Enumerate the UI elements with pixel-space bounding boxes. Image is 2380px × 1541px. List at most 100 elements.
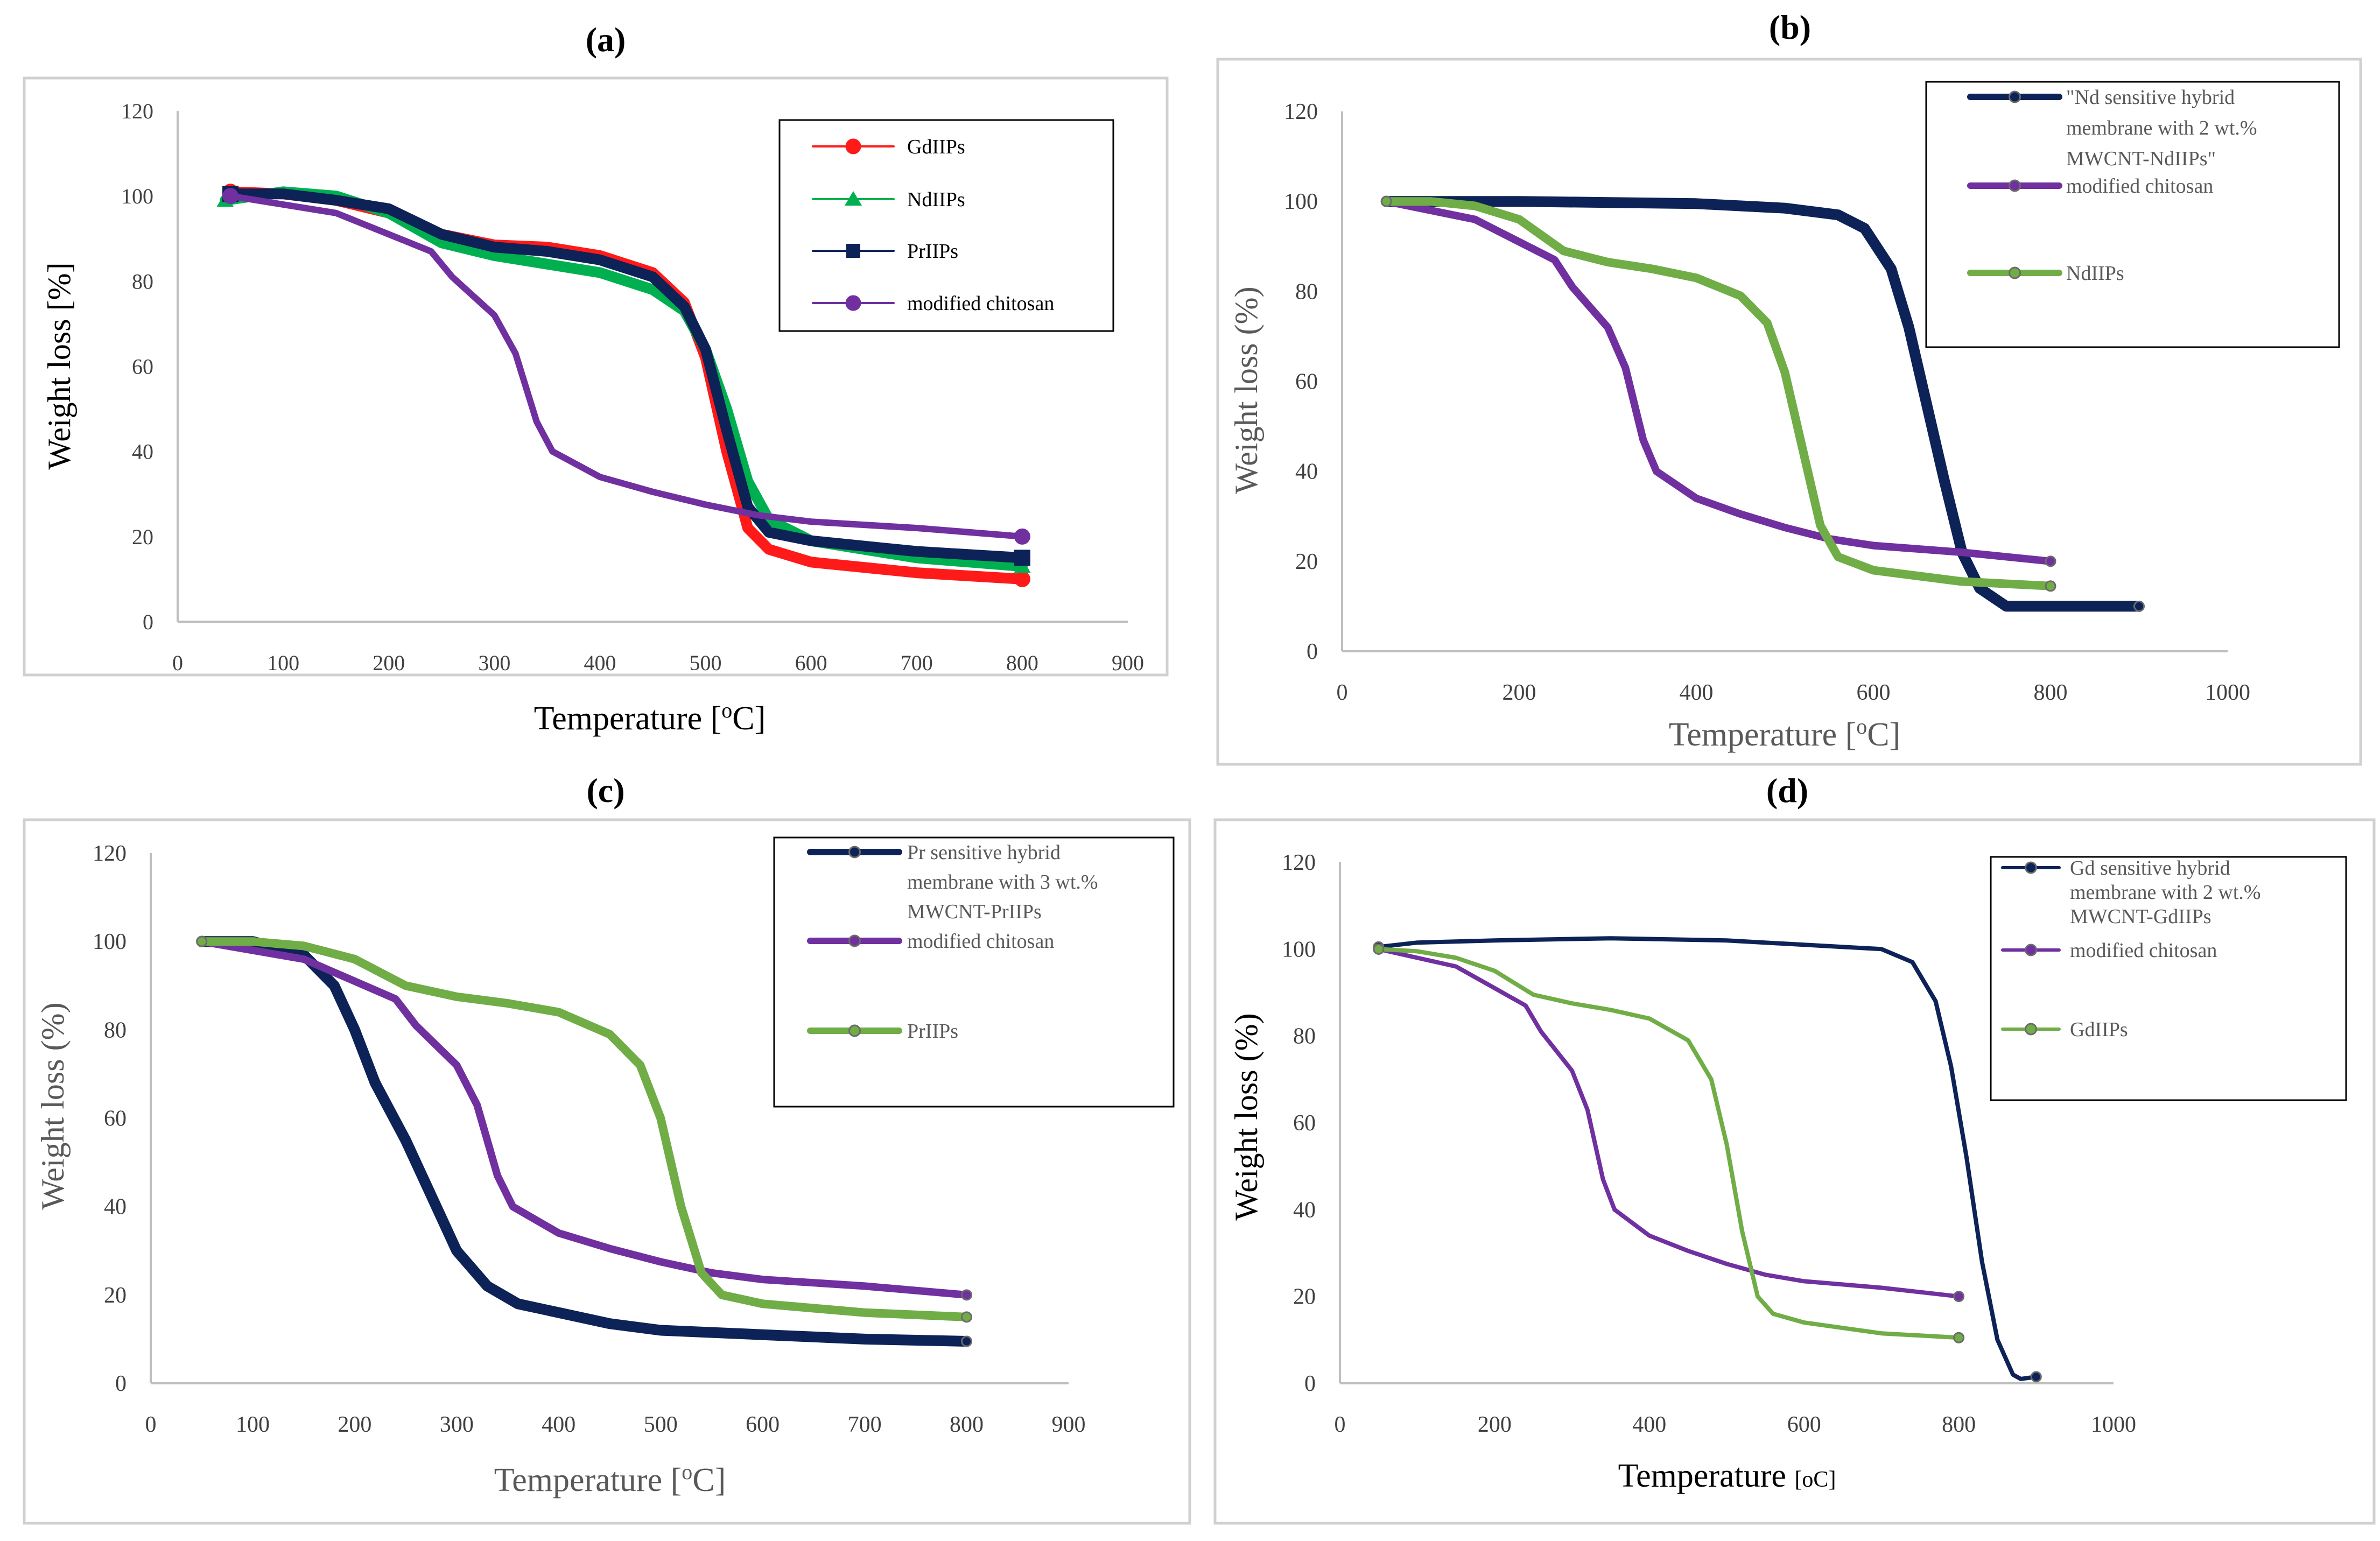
y-tick-label: 80 bbox=[1293, 1024, 1316, 1049]
legend: GdIIPs NdIIPs PrIIPs modified chitosan bbox=[778, 119, 1114, 332]
panel-c: (c) 0 100 200 300 400 500 600 700 800 900 0 20 40 60 80… bbox=[23, 771, 1191, 1525]
legend-label: membrane with 3 wt.% bbox=[907, 871, 1098, 893]
series-gdiips bbox=[1373, 943, 1965, 1343]
data-point bbox=[2045, 555, 2056, 567]
legend-marker bbox=[846, 244, 860, 258]
legend-label: modified chitosan bbox=[907, 292, 1054, 315]
x-tick-label: 300 bbox=[440, 1412, 474, 1437]
x-tick-label: 600 bbox=[1857, 680, 1891, 705]
x-tick-label: 700 bbox=[848, 1412, 882, 1437]
data-point bbox=[196, 935, 208, 947]
legend-item: GdIIPs bbox=[812, 136, 965, 158]
x-tick-label: 900 bbox=[1112, 651, 1144, 675]
series-line bbox=[227, 193, 1026, 540]
y-tick-label: 20 bbox=[1293, 1285, 1316, 1310]
y-axis-label: Weight loss [%] bbox=[41, 262, 77, 469]
panel-label: (d) bbox=[1766, 771, 1808, 810]
legend-label: NdIIPs bbox=[907, 188, 965, 211]
legend-item: "Nd sensitive hybrid membrane with 2 wt.%… bbox=[1967, 86, 2257, 170]
chart-frame bbox=[1216, 58, 2362, 766]
legend-box bbox=[1925, 81, 2340, 348]
panel-a: (a) 0 100 200 300 400 500 600 700 800 900 0 20 40 60 80… bbox=[23, 20, 1169, 737]
legend-label: PrIIPs bbox=[907, 1020, 958, 1043]
data-point bbox=[2045, 580, 2056, 592]
y-tick-label: 120 bbox=[121, 99, 153, 123]
x-tick-label: 500 bbox=[644, 1412, 678, 1437]
legend-label: "Nd sensitive hybrid bbox=[2066, 86, 2235, 109]
y-tick-label: 100 bbox=[93, 930, 127, 954]
legend-marker bbox=[848, 934, 861, 947]
legend-marker bbox=[2009, 266, 2021, 279]
x-axis-label: Temperature [oC] bbox=[534, 698, 766, 737]
data-point bbox=[1953, 1291, 1965, 1303]
legend-label: membrane with 2 wt.% bbox=[2066, 117, 2257, 139]
legend: Pr sensitive hybrid membrane with 3 wt.% M… bbox=[773, 836, 1175, 1108]
x-tick-label: 800 bbox=[950, 1412, 984, 1437]
series-line bbox=[1376, 947, 1961, 1340]
x-tick-label: 100 bbox=[267, 651, 299, 675]
series-modified-chitosan bbox=[222, 188, 1030, 545]
legend-box bbox=[773, 836, 1175, 1108]
x-tick-label: 0 bbox=[145, 1412, 157, 1437]
x-tick-label: 100 bbox=[236, 1412, 270, 1437]
data-point bbox=[1014, 528, 1030, 545]
y-tick-label: 60 bbox=[1293, 1111, 1316, 1136]
data-point bbox=[1380, 195, 1392, 207]
legend-marker bbox=[845, 138, 861, 154]
x-tick-label: 400 bbox=[1680, 680, 1714, 705]
x-tick-label: 700 bbox=[901, 651, 933, 675]
y-tick-label: 100 bbox=[121, 184, 153, 208]
x-tick-label: 1000 bbox=[2205, 680, 2250, 705]
series-modified-chitosan bbox=[1373, 943, 1965, 1303]
legend-marker bbox=[848, 1024, 861, 1037]
y-tick-label: 120 bbox=[93, 841, 127, 866]
y-axis-label: Weight loss (%) bbox=[35, 1002, 71, 1209]
y-tick-label: 120 bbox=[1284, 100, 1318, 124]
x-tick-label: 800 bbox=[2034, 680, 2068, 705]
legend-label: modified chitosan bbox=[907, 930, 1054, 953]
legend-item: modified chitosan bbox=[1967, 175, 2213, 198]
legend-marker bbox=[845, 191, 862, 206]
legend-item: NdIIPs bbox=[812, 188, 965, 211]
x-tick-label: 0 bbox=[172, 651, 183, 675]
legend-label: MWCNT-GdIIPs bbox=[2070, 905, 2211, 928]
y-tick-label: 100 bbox=[1282, 937, 1316, 962]
x-tick-label: 500 bbox=[690, 651, 722, 675]
series-line bbox=[225, 188, 1028, 564]
y-tick-label: 0 bbox=[143, 610, 153, 634]
x-tick-label: 800 bbox=[1006, 651, 1038, 675]
chart-frame bbox=[1213, 818, 2376, 1525]
legend-box bbox=[1990, 856, 2347, 1101]
series-line bbox=[1376, 947, 1961, 1299]
panel-b: (b) 0 200 400 600 800 1000 0 20 40 60 80 100 120 Tempe… bbox=[1216, 8, 2362, 766]
chart-frame bbox=[23, 818, 1191, 1525]
series-line bbox=[1382, 197, 2055, 590]
data-point bbox=[2030, 1371, 2042, 1383]
x-tick-label: 1000 bbox=[2091, 1412, 2136, 1437]
y-tick-label: 20 bbox=[104, 1283, 127, 1308]
x-tick-label: 200 bbox=[338, 1412, 371, 1437]
x-tick-label: 200 bbox=[1503, 680, 1536, 705]
data-point bbox=[1014, 550, 1030, 566]
legend-label: PrIIPs bbox=[907, 240, 958, 263]
data-point bbox=[2133, 600, 2145, 612]
x-tick-label: 200 bbox=[373, 651, 405, 675]
legend-marker bbox=[845, 295, 861, 311]
y-tick-label: 40 bbox=[1295, 460, 1318, 484]
legend-item: modified chitosan bbox=[2001, 939, 2217, 962]
data-point bbox=[961, 1335, 973, 1347]
legend-label: MWCNT-PrIIPs bbox=[907, 900, 1042, 923]
x-tick-label: 600 bbox=[1787, 1412, 1821, 1437]
x-tick-label: 900 bbox=[1052, 1412, 1086, 1437]
x-axis-label: Temperature [oC] bbox=[1618, 1458, 1836, 1494]
y-tick-label: 100 bbox=[1284, 189, 1318, 214]
legend-box bbox=[778, 119, 1114, 332]
data-point bbox=[961, 1289, 973, 1301]
legend-item: Pr sensitive hybrid membrane with 3 wt.% M… bbox=[807, 841, 1098, 923]
legend-item: PrIIPs bbox=[807, 1020, 958, 1043]
legend-label: NdIIPs bbox=[2066, 262, 2124, 285]
x-tick-label: 800 bbox=[1942, 1412, 1976, 1437]
